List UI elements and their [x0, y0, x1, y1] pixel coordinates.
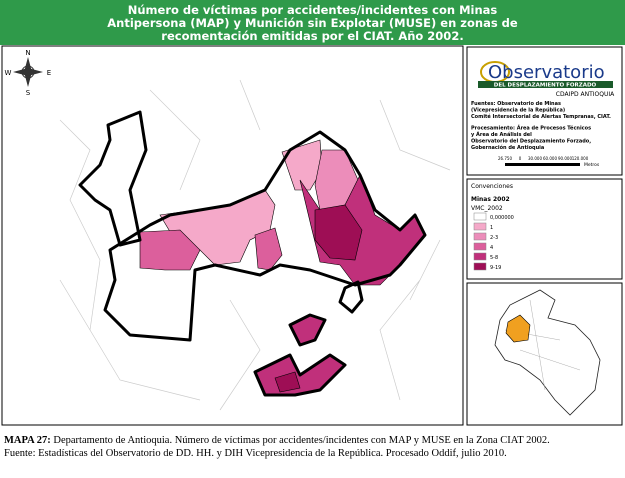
logo-band-text: DEL DESPLAZAMIENTO FORZADO — [494, 83, 597, 89]
legend-swatch — [473, 262, 487, 271]
legend: Convenciones Minas 2002 VMC_2002 0,000000 1 2… — [471, 183, 514, 271]
logo-box — [466, 46, 623, 176]
title-line: Número de víctimas por accidentes/incide… — [127, 3, 498, 17]
title-line: Antipersona (MAP) y Munición sin Explota… — [107, 16, 518, 30]
legend-box — [466, 178, 623, 280]
scale-label: 30.000 — [528, 156, 542, 161]
legend-swatch — [473, 232, 487, 241]
source-line: Observatorio del Desplazamiento Forzado, — [471, 139, 591, 145]
source-line: y Área de Análisis del — [471, 131, 532, 138]
title-line: recomentación emitidas por el CIAT. Año … — [161, 29, 464, 43]
legend-label: 2-3 — [490, 235, 498, 241]
logo-band — [478, 81, 613, 88]
logo-sub: CDAIPD ANTIOQUIA — [556, 91, 615, 98]
source-line: Fuentes: Observatorio de Minas — [471, 101, 561, 107]
legend-swatch — [473, 242, 487, 251]
scale-label: 26.750 — [498, 156, 512, 161]
scale-label: 60.000 — [543, 156, 557, 161]
scale-unit: Metros — [584, 162, 600, 168]
header: Número de víctimas por accidentes/incide… — [0, 0, 625, 45]
compass-w: W — [5, 69, 12, 77]
legend-swatch — [473, 252, 487, 261]
legend-label: 0,000000 — [490, 215, 514, 221]
source-line: Comité Intersectorial de Alertas Tempran… — [471, 113, 611, 120]
caption: MAPA 27: Departamento de Antioquia. Núme… — [4, 434, 564, 460]
regions — [139, 139, 426, 396]
zone-outlines — [78, 110, 427, 397]
scale-label: 0 — [519, 156, 522, 161]
legend-label: 4 — [490, 245, 493, 251]
scale-label: 90.000 — [558, 156, 572, 161]
legend-label: 5-8 — [490, 255, 498, 261]
map-layout: N S E W Observatorio DEL DESPLAZAMIENTO … — [1, 45, 623, 426]
source-line: (Vicepresidencia de la República) — [471, 107, 565, 114]
compass-e: E — [47, 69, 51, 77]
municipal-lines — [59, 79, 451, 411]
legend-title: Convenciones — [471, 183, 513, 190]
legend-swatch — [473, 222, 487, 231]
source-line: Gobernación de Antioquia — [471, 144, 544, 151]
logo-name: Observatorio — [488, 62, 605, 83]
compass-n: N — [25, 49, 30, 57]
source-line: Procesamiento: Área de Procesos Técnicos — [471, 125, 591, 132]
sources: Fuentes: Observatorio de Minas(Vicepresi… — [471, 101, 611, 151]
scale-label: 120.000 — [572, 156, 589, 161]
caption-text: Departamento de Antioquia. Número de víc… — [4, 435, 550, 459]
legend-label: 9-19 — [490, 265, 501, 271]
legend-layer: Minas 2002 — [471, 196, 510, 203]
compass: N S E W — [5, 49, 52, 97]
scale-bar-rect — [505, 163, 580, 166]
legend-label: 1 — [490, 225, 493, 231]
legend-swatch — [473, 212, 487, 221]
inset-antioquia — [505, 314, 531, 343]
caption-lead: MAPA 27: — [4, 435, 51, 446]
compass-s: S — [26, 89, 31, 97]
legend-field: VMC_2002 — [471, 205, 503, 212]
